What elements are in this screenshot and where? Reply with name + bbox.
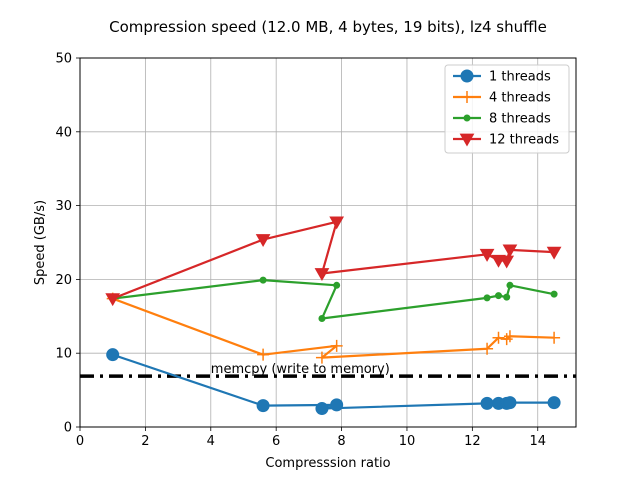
- y-axis-label: Speed (GB/s): [33, 200, 48, 285]
- data-point: [503, 330, 516, 343]
- data-point: [330, 398, 344, 412]
- x-axis-label: Compresssion ratio: [265, 456, 390, 471]
- data-point: [461, 91, 473, 103]
- data-point: [495, 292, 503, 300]
- data-point: [480, 396, 494, 410]
- y-axis-ticks: 0 10 20 30 40 50: [55, 52, 80, 436]
- data-point: [506, 281, 514, 289]
- data-point: [329, 216, 345, 230]
- x-tick-label: 2: [141, 434, 149, 449]
- legend-item: 8 threads: [453, 112, 551, 127]
- data-point: [330, 339, 343, 352]
- y-tick-label: 50: [55, 52, 72, 67]
- data-point: [255, 234, 271, 248]
- y-tick-label: 30: [55, 199, 72, 214]
- y-tick-label: 40: [55, 125, 72, 140]
- data-point: [105, 293, 121, 307]
- x-tick-label: 10: [399, 434, 416, 449]
- data-point: [256, 399, 270, 413]
- series-4: [105, 216, 562, 307]
- x-axis-ticks: 0 2 4 6 8 10 12 14: [76, 427, 546, 449]
- series-1: [106, 348, 561, 416]
- data-point: [318, 315, 326, 323]
- legend-item: 4 threads: [453, 91, 551, 106]
- legend-item: 12 threads: [453, 133, 559, 148]
- data-point: [459, 133, 475, 147]
- legend-item: 1 threads: [453, 69, 551, 85]
- data-point: [546, 246, 562, 260]
- data-point: [481, 342, 494, 355]
- x-tick-label: 6: [272, 434, 280, 449]
- data-point: [315, 351, 328, 364]
- data-point: [547, 396, 561, 410]
- data-point: [492, 331, 505, 344]
- data-point: [333, 281, 341, 289]
- data-point: [259, 276, 267, 284]
- legend-label: 1 threads: [489, 70, 551, 85]
- data-point: [479, 248, 495, 262]
- data-point: [499, 255, 515, 269]
- data-point: [550, 290, 558, 298]
- legend-label: 12 threads: [489, 133, 559, 148]
- reference-line-group: memcpy (write to memory): [80, 362, 576, 378]
- x-tick-label: 14: [529, 434, 546, 449]
- y-tick-label: 20: [55, 273, 72, 288]
- legend-label: 4 threads: [489, 91, 551, 106]
- x-tick-label: 4: [207, 434, 215, 449]
- data-point: [483, 294, 491, 302]
- legend: 1 threads 4 threads 8 threads 12 threads: [444, 64, 570, 154]
- legend-label: 8 threads: [489, 112, 551, 127]
- data-point: [503, 293, 511, 301]
- data-point: [314, 268, 330, 282]
- legend-box: [444, 64, 570, 154]
- plot-frame: [79, 57, 577, 428]
- y-tick-label: 10: [55, 347, 72, 362]
- data-point: [502, 244, 518, 258]
- y-tick-label: 0: [64, 421, 72, 436]
- data-point: [106, 348, 120, 362]
- memcpy-annotation: memcpy (write to memory): [211, 362, 390, 377]
- data-point: [257, 348, 270, 361]
- data-point: [503, 396, 517, 410]
- x-tick-label: 12: [464, 434, 481, 449]
- data-point: [460, 69, 474, 83]
- data-point: [548, 331, 561, 344]
- data-point: [463, 114, 471, 122]
- x-tick-label: 8: [337, 434, 345, 449]
- chart-title: Compression speed (12.0 MB, 4 bytes, 19 …: [109, 18, 547, 36]
- data-point: [315, 402, 329, 416]
- series-group: [105, 216, 562, 416]
- x-tick-label: 0: [76, 434, 84, 449]
